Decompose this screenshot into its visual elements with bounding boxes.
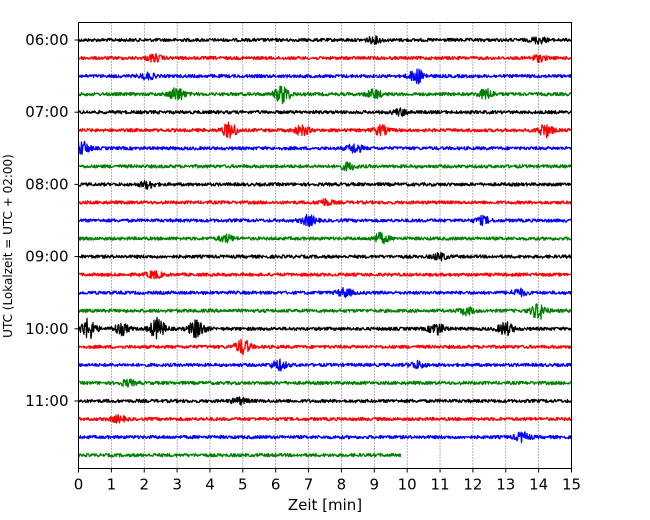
seismogram-trace	[78, 378, 573, 388]
seismogram-traces	[77, 35, 573, 458]
seismogram-trace	[77, 68, 572, 85]
x-axis-label: Zeit [min]	[288, 496, 362, 514]
x-tick-label: 10	[398, 476, 417, 494]
seismogram-trace	[78, 180, 573, 190]
seismogram-trace	[77, 316, 572, 340]
seismogram-trace	[77, 303, 573, 320]
seismogram-trace	[77, 85, 572, 105]
seismogram-trace	[77, 287, 573, 298]
x-tick-label: 15	[562, 476, 581, 494]
seismogram-trace	[77, 161, 572, 172]
x-tick-label: 6	[271, 476, 281, 494]
x-tick-label: 13	[496, 476, 515, 494]
y-tick-label: 07:00	[25, 103, 68, 121]
seismogram-trace	[77, 140, 573, 155]
vertical-grid	[111, 22, 539, 469]
x-tick-label: 4	[205, 476, 215, 494]
seismogram-trace	[78, 452, 402, 458]
y-tick-label: 11:00	[25, 392, 68, 410]
seismogram-trace	[77, 198, 572, 207]
x-tick-label: 9	[370, 476, 380, 494]
plot-frame	[78, 22, 572, 469]
x-tick-label: 14	[529, 476, 548, 494]
seismogram-trace	[78, 396, 573, 406]
seismogram-trace	[78, 251, 572, 262]
seismogram-trace	[78, 213, 573, 228]
seismogram-trace	[78, 270, 572, 280]
x-tick-label: 7	[304, 476, 314, 494]
y-tick-label: 06:00	[25, 31, 68, 49]
x-tick-label: 3	[172, 476, 182, 494]
seismogram-trace	[78, 338, 573, 356]
seismogram-trace	[77, 121, 573, 139]
seismogram-trace	[77, 107, 573, 117]
seismogram-trace	[77, 414, 573, 424]
y-axis-label: UTC (Lokalzeit = UTC + 02:00)	[1, 154, 15, 338]
seismogram-trace	[77, 231, 573, 245]
seismogram-trace	[78, 358, 573, 372]
y-tick-label: 09:00	[25, 248, 68, 266]
x-tick-label: 12	[463, 476, 482, 494]
x-tick-label: 5	[238, 476, 248, 494]
x-tick-label: 2	[139, 476, 149, 494]
y-axis-ticks: 06:00 07:00 08:00 09:00 10:00 11:00	[25, 31, 79, 410]
x-axis-ticks: 0 1 2 3 4 5 6 7 8 9 10 11 12 13 14 15	[74, 468, 581, 494]
seismogram-trace	[77, 52, 572, 64]
x-tick-label: 11	[430, 476, 449, 494]
seismogram-trace	[77, 431, 573, 444]
y-tick-label: 08:00	[25, 175, 68, 193]
x-tick-label: 0	[74, 476, 84, 494]
seismogram-trace	[77, 35, 572, 46]
y-tick-label: 10:00	[25, 320, 68, 338]
x-tick-label: 1	[107, 476, 117, 494]
x-tick-label: 8	[337, 476, 347, 494]
